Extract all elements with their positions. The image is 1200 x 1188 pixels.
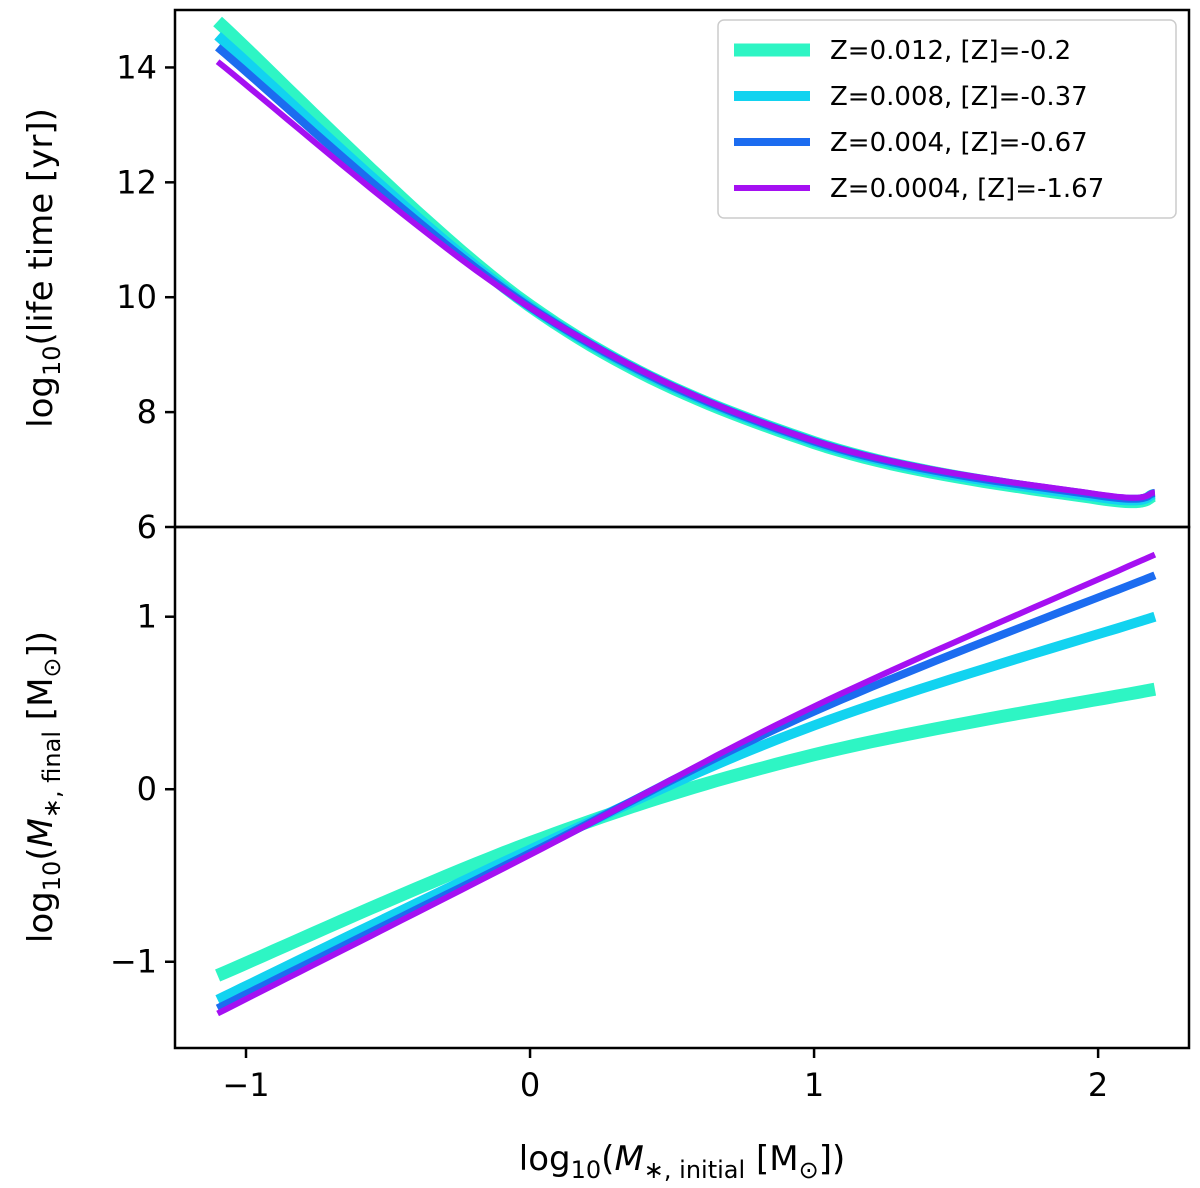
- legend-label-3: Z=0.004, [Z]=-0.67: [830, 128, 1088, 158]
- legend: Z=0.012, [Z]=-0.2 Z=0.008, [Z]=-0.37 Z=0.0…: [717, 19, 1177, 219]
- legend-label-1: Z=0.012, [Z]=-0.2: [830, 36, 1071, 66]
- x-tick-label: 1: [804, 1066, 824, 1104]
- bottom-series-line-4: [216, 551, 1157, 1017]
- top-y-tick-label: 14: [116, 48, 157, 86]
- x-axis-label: log10(M∗, initial [M⊙]): [519, 1139, 845, 1184]
- top-y-axis-label: log10(life time [yr]): [21, 108, 66, 428]
- x-tick-label: −1: [222, 1066, 269, 1104]
- legend-label-2: Z=0.008, [Z]=-0.37: [830, 82, 1088, 112]
- bottom-y-tick-label: 1: [137, 598, 157, 636]
- legend-label-4: Z=0.0004, [Z]=-1.67: [830, 174, 1104, 204]
- top-series-line-4: [215, 59, 1157, 501]
- bottom-y-tick-label: 0: [137, 770, 157, 808]
- top-y-ticks: 6 8 10 12 14: [116, 48, 175, 546]
- bottom-y-tick-label: −1: [110, 943, 157, 981]
- top-y-tick-label: 10: [116, 278, 157, 316]
- top-y-tick-label: 12: [116, 163, 157, 201]
- bottom-series-line-1: [215, 682, 1157, 982]
- x-ticks: −1 0 1 2: [222, 1048, 1108, 1104]
- top-y-tick-label: 8: [137, 393, 157, 431]
- x-tick-label: 2: [1088, 1066, 1108, 1104]
- bottom-panel-series: [215, 551, 1157, 1017]
- x-tick-label: 0: [520, 1066, 540, 1104]
- top-y-tick-label: 6: [137, 508, 157, 546]
- bottom-y-axis-label: log10(M∗, final [M⊙]): [21, 631, 66, 943]
- legend-box: [717, 19, 1177, 219]
- top-panel-series: [213, 16, 1161, 509]
- bottom-y-ticks: −1 0 1: [110, 598, 175, 981]
- bottom-panel-frame: [173, 525, 1191, 1050]
